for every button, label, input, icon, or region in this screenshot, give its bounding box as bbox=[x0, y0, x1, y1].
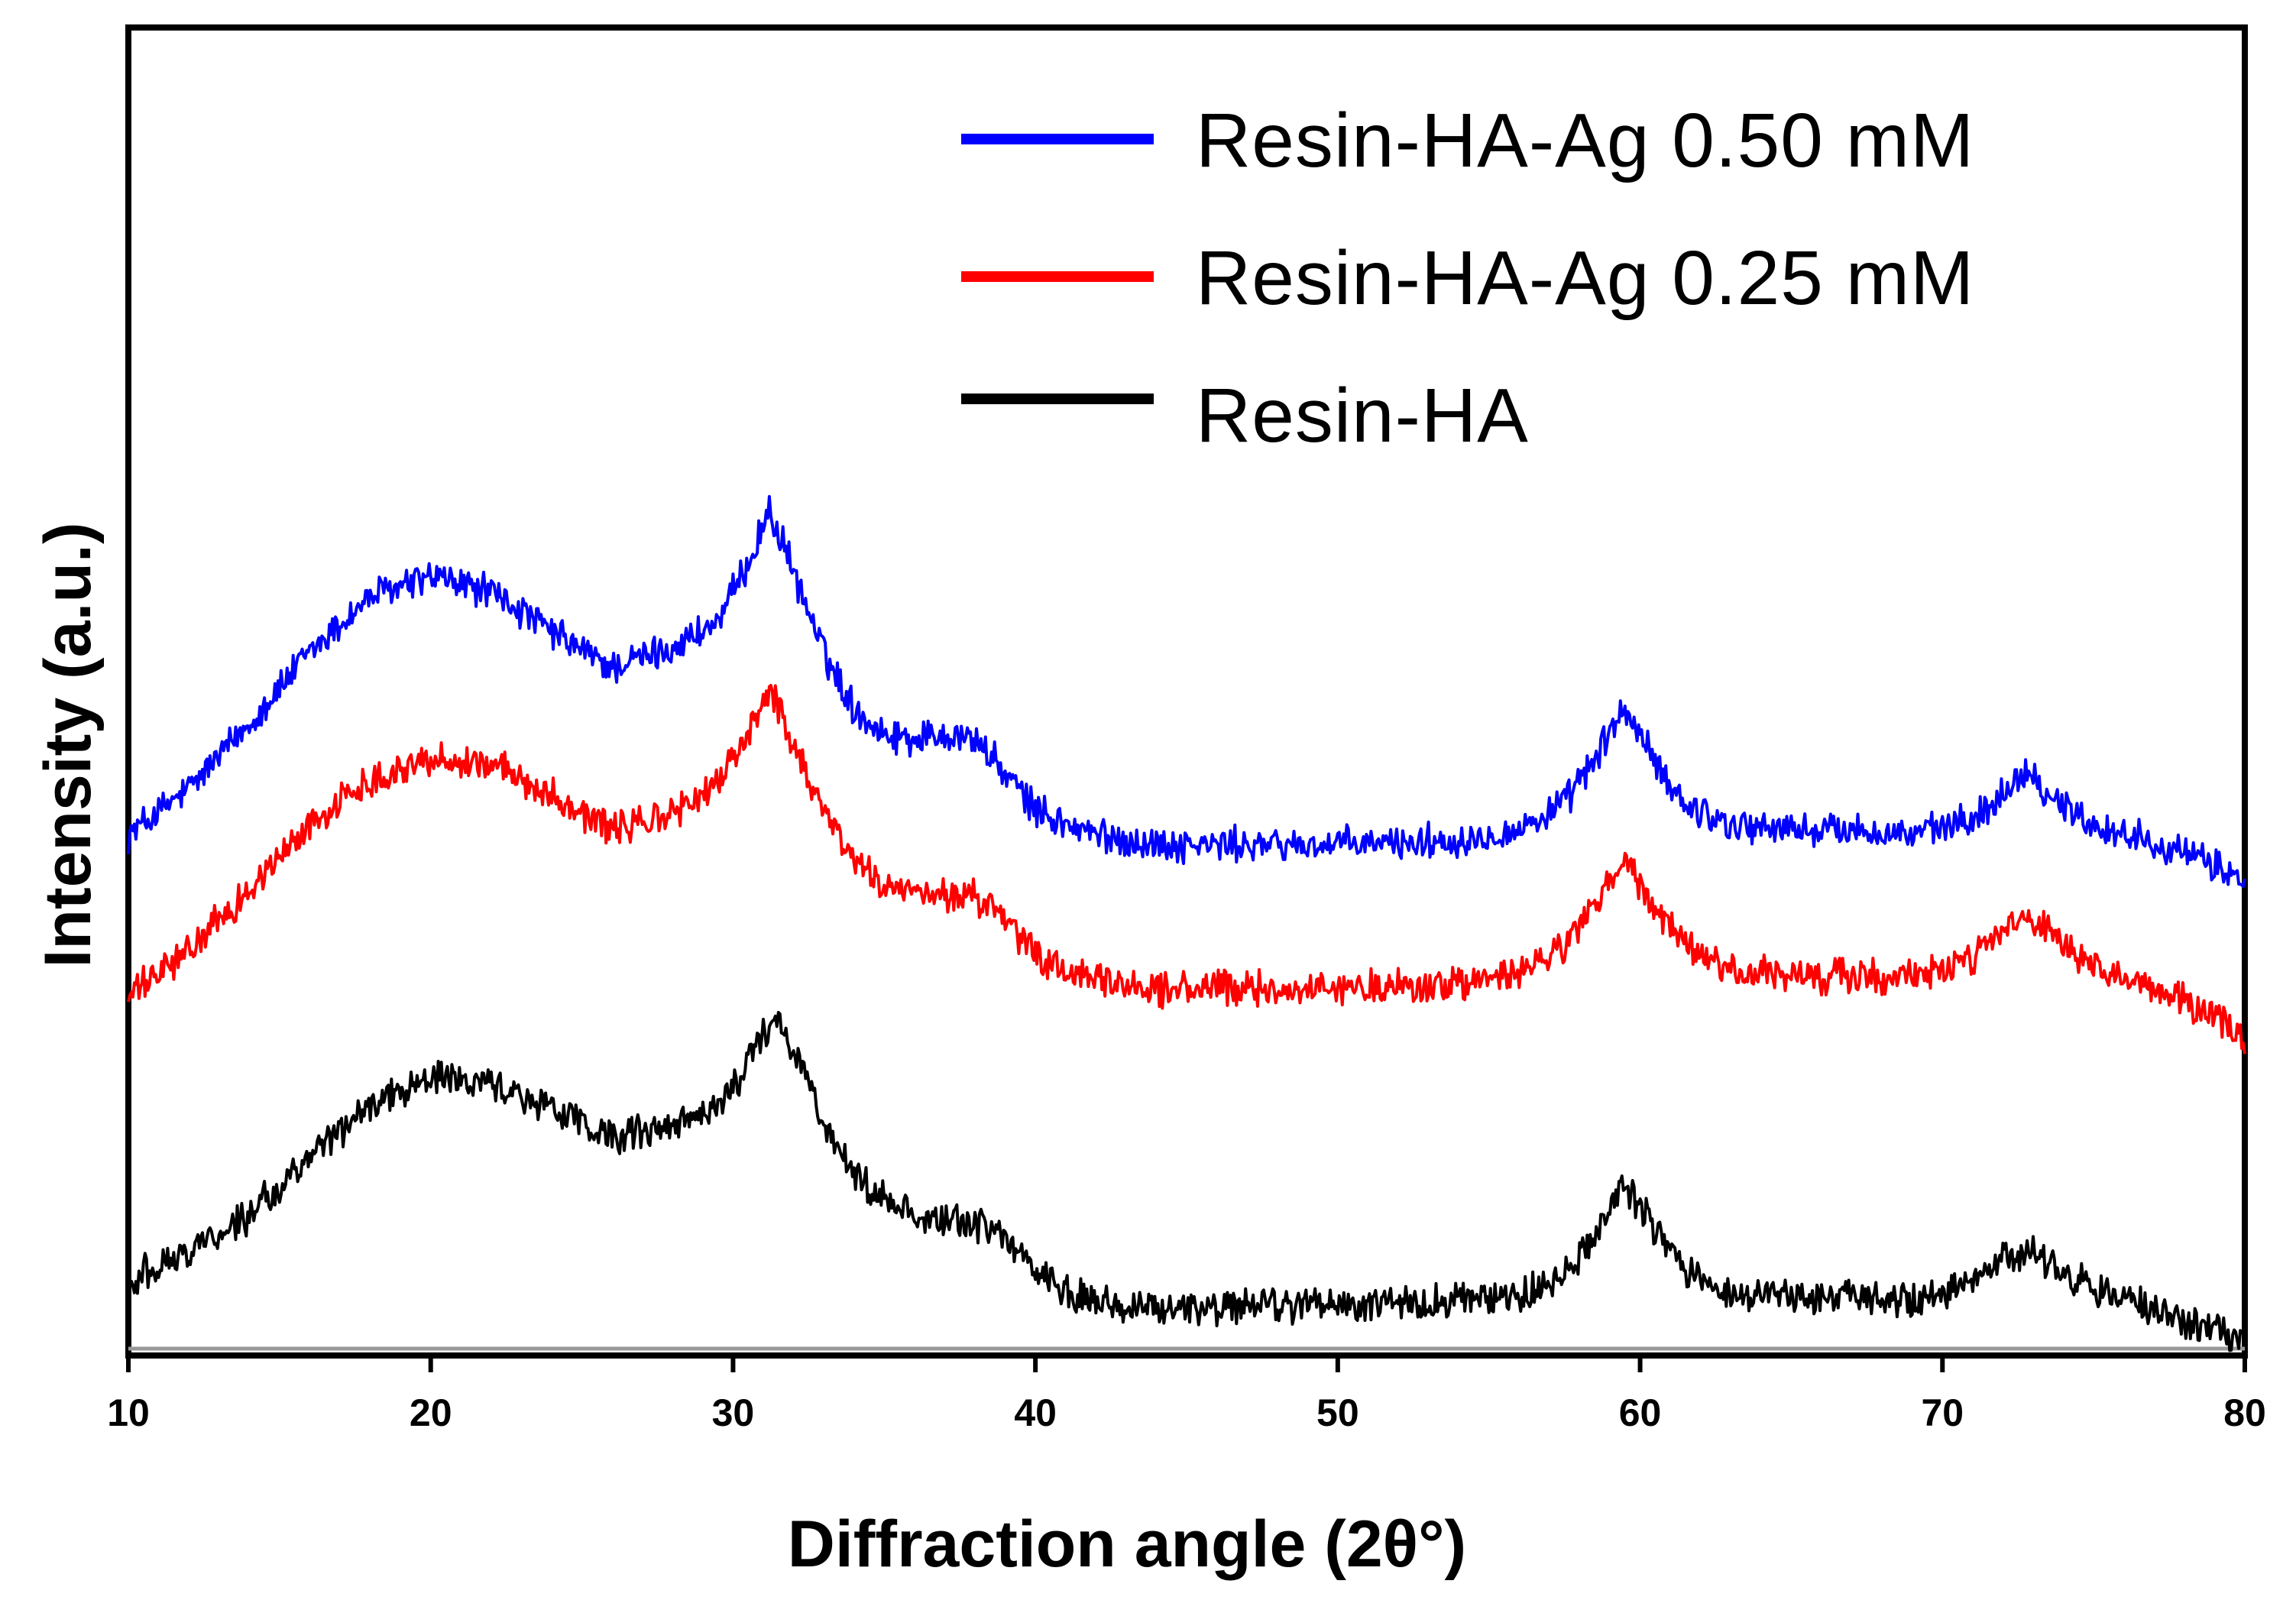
x-tick-label: 40 bbox=[1014, 1391, 1057, 1434]
x-tick-label: 70 bbox=[1921, 1391, 1964, 1434]
legend-label-series-1: Resin-HA-Ag 0.25 mM bbox=[1196, 235, 1974, 321]
x-tick-label: 50 bbox=[1316, 1391, 1359, 1434]
legend-label-series-2: Resin-HA bbox=[1196, 373, 1529, 458]
series-line-1 bbox=[127, 684, 2246, 1054]
y-axis-title: Intensity (a.u.) bbox=[31, 523, 105, 968]
legend: Resin-HA-Ag 0.50 mM Resin-HA-Ag 0.25 mM … bbox=[961, 98, 1974, 458]
series-layer bbox=[127, 494, 2246, 1352]
x-tick-label: 10 bbox=[107, 1391, 150, 1434]
x-tick-layer: 10 20 30 40 50 60 70 80 bbox=[107, 1356, 2266, 1434]
legend-label-series-0: Resin-HA-Ag 0.50 mM bbox=[1196, 98, 1974, 183]
x-tick-label: 20 bbox=[410, 1391, 452, 1434]
x-tick-label: 30 bbox=[712, 1391, 755, 1434]
series-line-2 bbox=[127, 1011, 2246, 1352]
x-tick-label: 80 bbox=[2223, 1391, 2266, 1434]
plot-frame bbox=[125, 24, 2248, 1359]
x-tick-label: 60 bbox=[1619, 1391, 1662, 1434]
x-axis-title: Diffraction angle (2θ°) bbox=[788, 1508, 1466, 1581]
series-line-0 bbox=[127, 494, 2246, 889]
